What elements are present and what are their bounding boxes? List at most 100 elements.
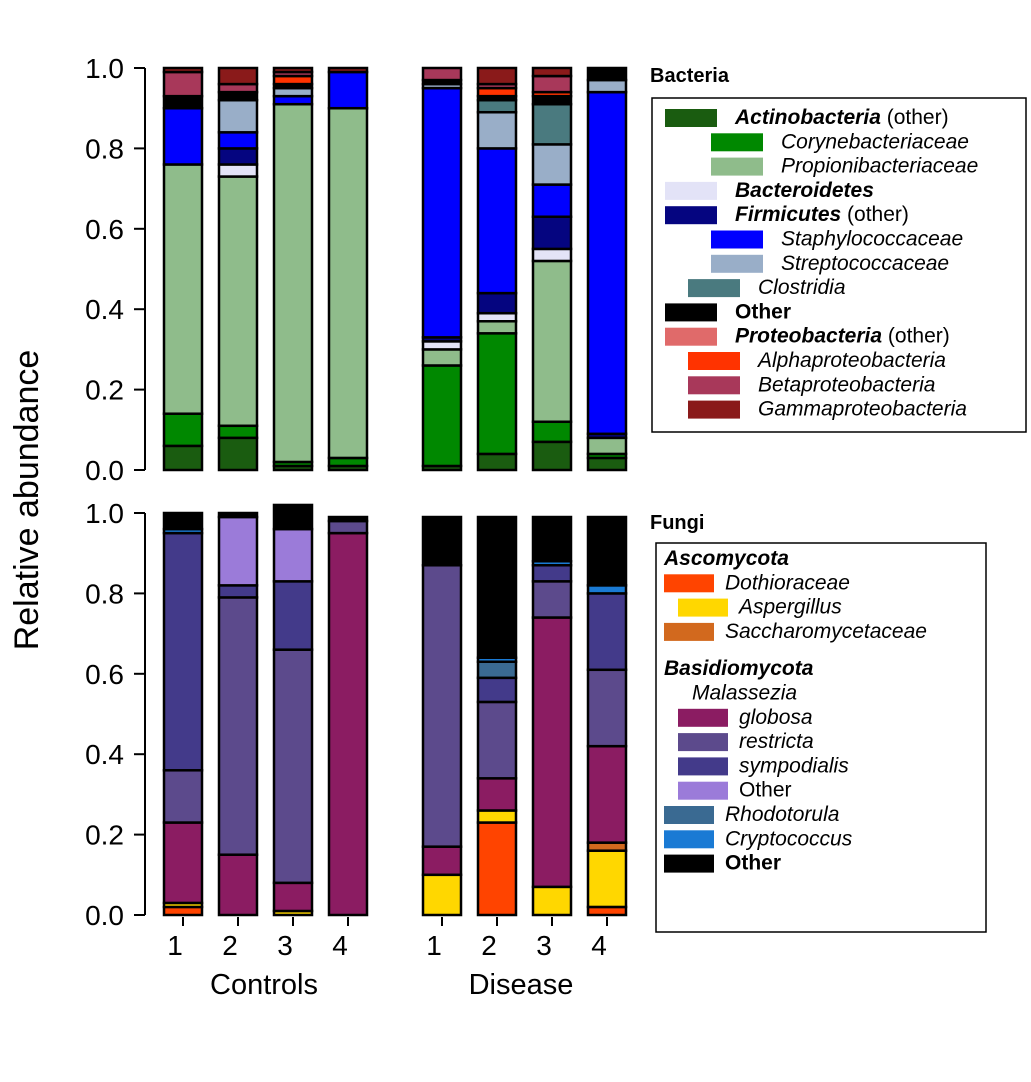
bar-segment-clostridia [531,102,573,146]
legend-label: Clostridia [758,276,846,299]
fungi-y-tick-label: 0.2 [85,820,124,851]
legend-swatch [711,157,763,176]
bar-fungi-disease-2 [476,515,518,917]
legend-item-globosa: globosa [678,706,813,729]
legend-swatch [688,279,740,298]
legend-box [651,97,1027,433]
bar-segment-restricta [476,700,518,780]
bar-segment-corynebacteriaceae [217,424,259,440]
bar-segment-gammaproteobacteria [217,66,259,86]
legend-label: Basidiomycota [664,657,814,680]
bar-segment-other [162,94,204,110]
bar-fungi-disease-4 [586,515,628,917]
bar-segment-globosa [531,616,573,889]
bar-segment-globosa [217,853,259,917]
bar-segment-globosa [586,744,628,844]
bar-segment-other [421,515,463,567]
bar-segment-streptococcaceae [531,143,573,186]
legend-item-actinobacteria-other: Actinobacteria (other) [665,106,949,129]
x-tick-label: 1 [167,930,183,961]
bar-segment-restricta [327,519,369,535]
bar-segment-gammaproteobacteria [476,66,518,86]
bar-segment-restricta [421,564,463,848]
legend-label: Rhodotorula [725,803,839,826]
bar-segment-firmicutes-other [217,147,259,166]
bar-segment-actinobacteria-other [217,436,259,472]
bar-fungi-controls-3 [272,503,314,917]
bacteria-y-tick-label: 0.6 [85,214,124,245]
bar-segment-other [586,515,628,587]
bar-segment-propionibacteriaceae [476,320,518,335]
bacteria-panel-title: Bacteria [650,65,730,87]
bar-segment-aspergillus [421,873,463,917]
x-tick-label: 4 [591,930,607,961]
bar-segment-globosa [421,845,463,877]
bar-segment-staphylococcaceae [327,70,369,110]
legend-swatch [664,854,714,873]
fungi-panel-title: Fungi [650,512,704,534]
bar-segment-sympodialis [217,584,259,599]
x-tick-label: 3 [277,930,293,961]
legend-swatch [664,622,714,641]
x-tick-label: 2 [481,930,497,961]
bacteria-y-tick-label: 1.0 [85,53,124,84]
bar-segment-globosa [327,531,369,917]
bar-fungi-disease-3 [531,515,573,917]
legend-swatch [711,230,763,249]
bar-segment-firmicutes-other [476,291,518,315]
legend-label: Propionibacteriaceae [781,155,978,178]
legend-swatch [711,254,763,273]
bar-segment-gammaproteobacteria [531,66,573,78]
legend-label: Actinobacteria (other) [734,106,949,129]
legend-swatch [678,708,728,727]
legend-label: Dothioraceae [725,571,850,594]
bar-segment-restricta [217,596,259,856]
legend-item-other: Other [665,300,791,323]
bar-segment-propionibacteriaceae [586,436,628,456]
group-label-controls: Controls [210,969,318,1001]
bar-segment-dothioraceae [476,821,518,917]
bar-segment-propionibacteriaceae [327,106,369,460]
legend-swatch [665,181,717,200]
legend-item-streptococcaceae: Streptococcaceae [711,252,949,275]
bar-segment-sympodialis [162,531,204,772]
fungi-panel: 0.0 0.2 0.4 0.6 0.8 1.0 [85,498,628,931]
fungi-y-tick-label: 0.8 [85,578,124,609]
x-tick-label: 3 [536,930,552,961]
bar-segment-other [327,515,369,523]
legend-item-basidiomycota: Basidiomycota [664,657,814,680]
bar-segment-other [531,515,573,563]
legend-swatch [678,598,728,617]
bar-segment-corynebacteriaceae [421,364,463,468]
legend-swatch [688,400,740,419]
bar-segment-other [162,511,204,531]
legend-item-bacteroidetes: Bacteroidetes [665,179,874,202]
legend-swatch [688,376,740,395]
bar-bacteria-controls-4 [327,66,369,472]
bar-segment-streptococcaceae [586,78,628,94]
bacteria-y-tick-label: 0.0 [85,455,124,486]
legend-label: Betaproteobacteria [758,373,935,396]
legend-label: Proteobacteria (other) [735,325,950,348]
bar-segment-staphylococcaceae [476,147,518,295]
bar-segment-corynebacteriaceae [531,420,573,444]
legend-item-sympodialis: sympodialis [678,754,849,777]
bar-segment-actinobacteria-other [162,444,204,472]
legend-item-alphaproteobacteria: Alphaproteobacteria [688,349,946,372]
legend-label: restricta [739,730,814,753]
bar-segment-propionibacteriaceae [217,175,259,428]
fungi-legend: AscomycotaDothioraceaeAspergillusSacchar… [655,542,987,933]
bar-segment-gammaproteobacteria [162,66,204,74]
bacteria-panel: 0.0 0.2 0.4 0.6 0.8 1.0 [85,53,628,486]
bar-segment-streptococcaceae [476,110,518,150]
bar-segment-propionibacteriaceae [531,259,573,424]
legend-swatch [678,733,728,752]
legend-label: Streptococcaceae [781,252,949,275]
bar-segment-other [586,66,628,82]
legend-label: Staphylococcaceae [781,228,963,251]
bar-segment-globosa [162,821,204,905]
bar-segment-globosa [272,881,314,913]
bar-segment-gammaproteobacteria [272,66,314,74]
bar-segment-firmicutes-other [531,215,573,251]
bar-segment-propionibacteriaceae [421,348,463,367]
